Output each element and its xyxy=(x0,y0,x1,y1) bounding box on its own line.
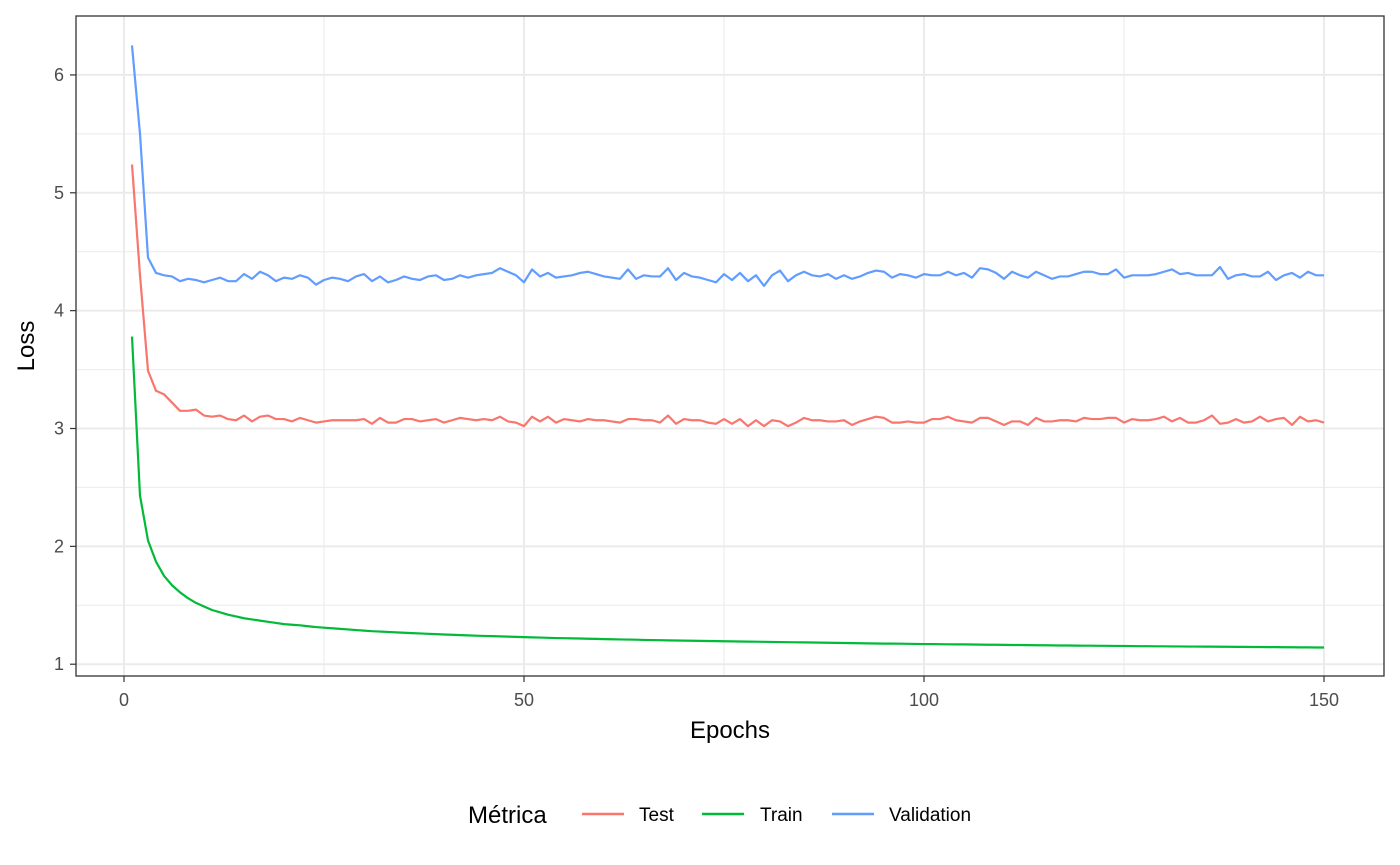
legend-label-train: Train xyxy=(760,805,803,826)
y-axis-title: Loss xyxy=(13,321,40,372)
series-line-validation xyxy=(130,45,1324,287)
x-tick-label: 50 xyxy=(514,690,534,710)
x-tick-label: 150 xyxy=(1309,690,1339,710)
y-tick-label: 2 xyxy=(54,536,64,556)
legend-label-test: Test xyxy=(639,805,675,826)
y-tick-label: 3 xyxy=(54,419,64,439)
y-tick-label: 4 xyxy=(54,301,64,321)
legend: Métrica Test Train Validation xyxy=(468,802,971,829)
series-line-test xyxy=(130,164,1325,428)
legend-title: Métrica xyxy=(468,802,547,829)
series-lines xyxy=(130,45,1325,649)
plot-background xyxy=(76,16,1384,676)
x-tick-label: 0 xyxy=(119,690,129,710)
y-tick-label: 1 xyxy=(54,654,64,674)
series-line-train xyxy=(130,336,1324,649)
y-tick-label: 5 xyxy=(54,183,64,203)
legend-label-validation: Validation xyxy=(889,805,971,826)
y-tick-label: 6 xyxy=(54,65,64,85)
x-axis-title: Epochs xyxy=(690,717,770,744)
grid-lines xyxy=(76,16,1384,676)
x-tick-label: 100 xyxy=(909,690,939,710)
axes: 0 50 100 150 1 2 3 4 5 6 xyxy=(54,65,1339,710)
plot-border xyxy=(75,15,1385,677)
